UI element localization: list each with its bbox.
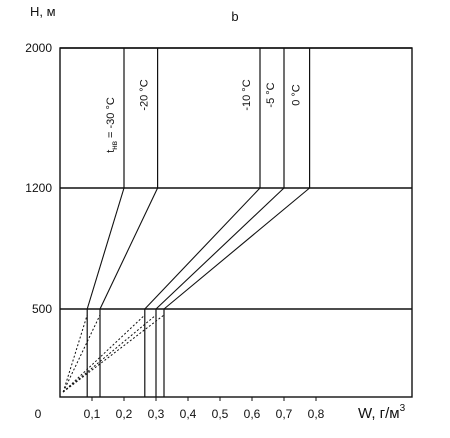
x-axis-label-main: W, г/м xyxy=(358,405,400,422)
panel-label: b xyxy=(231,9,238,24)
y-axis-label: Н, м xyxy=(30,4,56,19)
series-labels: tнв = -30 °С -20 °С -10 °С -5 °С 0 °С xyxy=(105,79,303,152)
series-label-1-suffix: = -30 °С xyxy=(105,97,117,141)
series-5-dashed-segment xyxy=(62,314,165,393)
series-label-1-main: t xyxy=(105,150,117,153)
series-label-3: -10 °С xyxy=(241,79,253,110)
series-2-dashed-segment xyxy=(62,314,101,393)
series-5 xyxy=(62,48,311,397)
series-4-dashed-segment xyxy=(62,314,157,393)
series-1 xyxy=(62,48,125,397)
series-label-5: 0 °С xyxy=(291,84,303,106)
x-tick-label-5: 0,5 xyxy=(212,407,229,421)
horizontal-rules xyxy=(60,47,412,310)
series-5-slope-line xyxy=(163,187,310,310)
series-label-2: -20 °С xyxy=(139,79,151,110)
series-2-slope-line xyxy=(99,187,159,310)
x-axis-label-sup: 3 xyxy=(400,403,406,414)
x-tick-label-2: 0,2 xyxy=(116,407,133,421)
series-2 xyxy=(62,48,159,397)
series-lines xyxy=(62,48,311,397)
y-tick-label-2000: 2000 xyxy=(25,41,52,55)
x-tick-label-1: 0,1 xyxy=(84,407,101,421)
series-1-slope-line xyxy=(86,187,125,310)
y-tick-label-1200: 1200 xyxy=(25,181,52,195)
x-tick-label-7: 0,7 xyxy=(276,407,293,421)
x-tick-label-3: 0,3 xyxy=(148,407,165,421)
series-4 xyxy=(62,48,285,397)
x-tick-label-6: 0,6 xyxy=(244,407,261,421)
series-3-slope-line xyxy=(144,187,261,310)
series-label-4: -5 °С xyxy=(265,82,277,107)
x-tick-label-8: 0,8 xyxy=(308,407,325,421)
x-tick-label-4: 0,4 xyxy=(180,407,197,421)
x-tick-label-0: 0 xyxy=(35,407,42,421)
series-1-dashed-segment xyxy=(62,314,88,393)
series-3 xyxy=(62,48,261,397)
series-label-1: tнв = -30 °С xyxy=(105,97,119,153)
axis-ticks: 0 0,1 0,2 0,3 0,4 0,5 0,6 0,7 0,8 500 1200 2000 xyxy=(25,41,324,421)
series-label-1-sub: нв xyxy=(110,141,119,150)
series-3-dashed-segment xyxy=(62,314,146,393)
y-tick-label-500: 500 xyxy=(32,302,52,316)
series-4-slope-line xyxy=(155,187,285,310)
x-axis-label: W, г/м3 xyxy=(358,403,406,422)
